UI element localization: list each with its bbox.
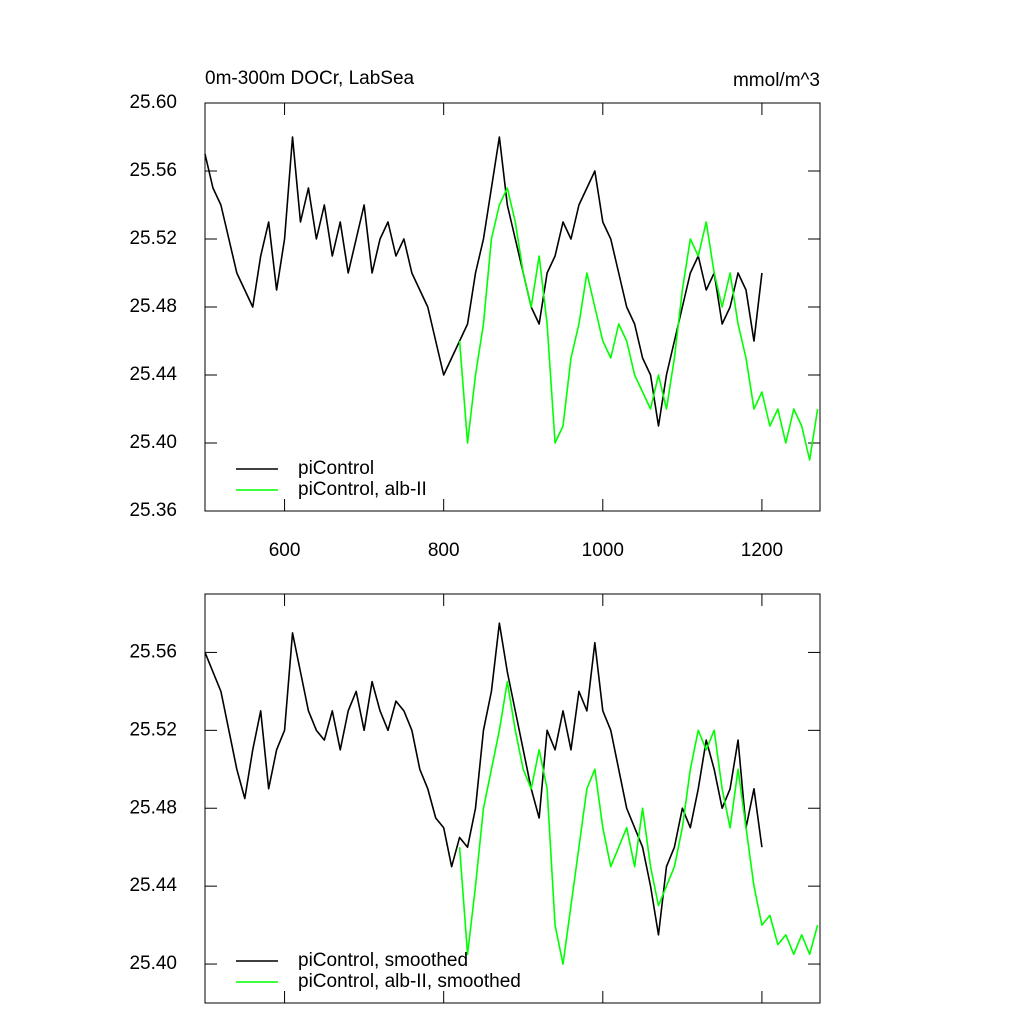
- legend-label: piControl, alb-II: [298, 479, 427, 500]
- series-line: [458, 680, 819, 965]
- units-label: mmol/m^3: [733, 70, 820, 91]
- series-line: [458, 187, 819, 461]
- series-line: [204, 622, 763, 936]
- legend-label: piControl: [298, 458, 374, 479]
- plot-frame: [204, 593, 821, 1004]
- chart-title: 0m-300m DOCr, LabSea: [205, 68, 415, 89]
- y-tick-label: 25.52: [129, 228, 177, 249]
- y-tick-label: 25.40: [129, 953, 177, 974]
- y-tick-label: 25.52: [129, 719, 177, 740]
- y-tick-label: 25.56: [129, 641, 177, 662]
- legend-label: piControl, smoothed: [298, 950, 468, 971]
- y-tick-label: 25.44: [129, 364, 177, 385]
- x-tick-label: 800: [428, 540, 460, 561]
- x-tick-label: 1200: [741, 540, 783, 561]
- series-line: [204, 136, 763, 427]
- y-tick-label: 25.48: [129, 296, 177, 317]
- plot-frame: [204, 102, 821, 512]
- y-tick-label: 25.60: [129, 92, 177, 113]
- x-tick-label: 600: [269, 540, 301, 561]
- legend-label: piControl, alb-II, smoothed: [298, 971, 521, 992]
- y-tick-label: 25.48: [129, 797, 177, 818]
- x-tick-label: 1000: [582, 540, 624, 561]
- y-tick-label: 25.40: [129, 432, 177, 453]
- y-tick-label: 25.44: [129, 875, 177, 896]
- y-tick-label: 25.56: [129, 160, 177, 181]
- y-tick-label: 25.36: [129, 500, 177, 521]
